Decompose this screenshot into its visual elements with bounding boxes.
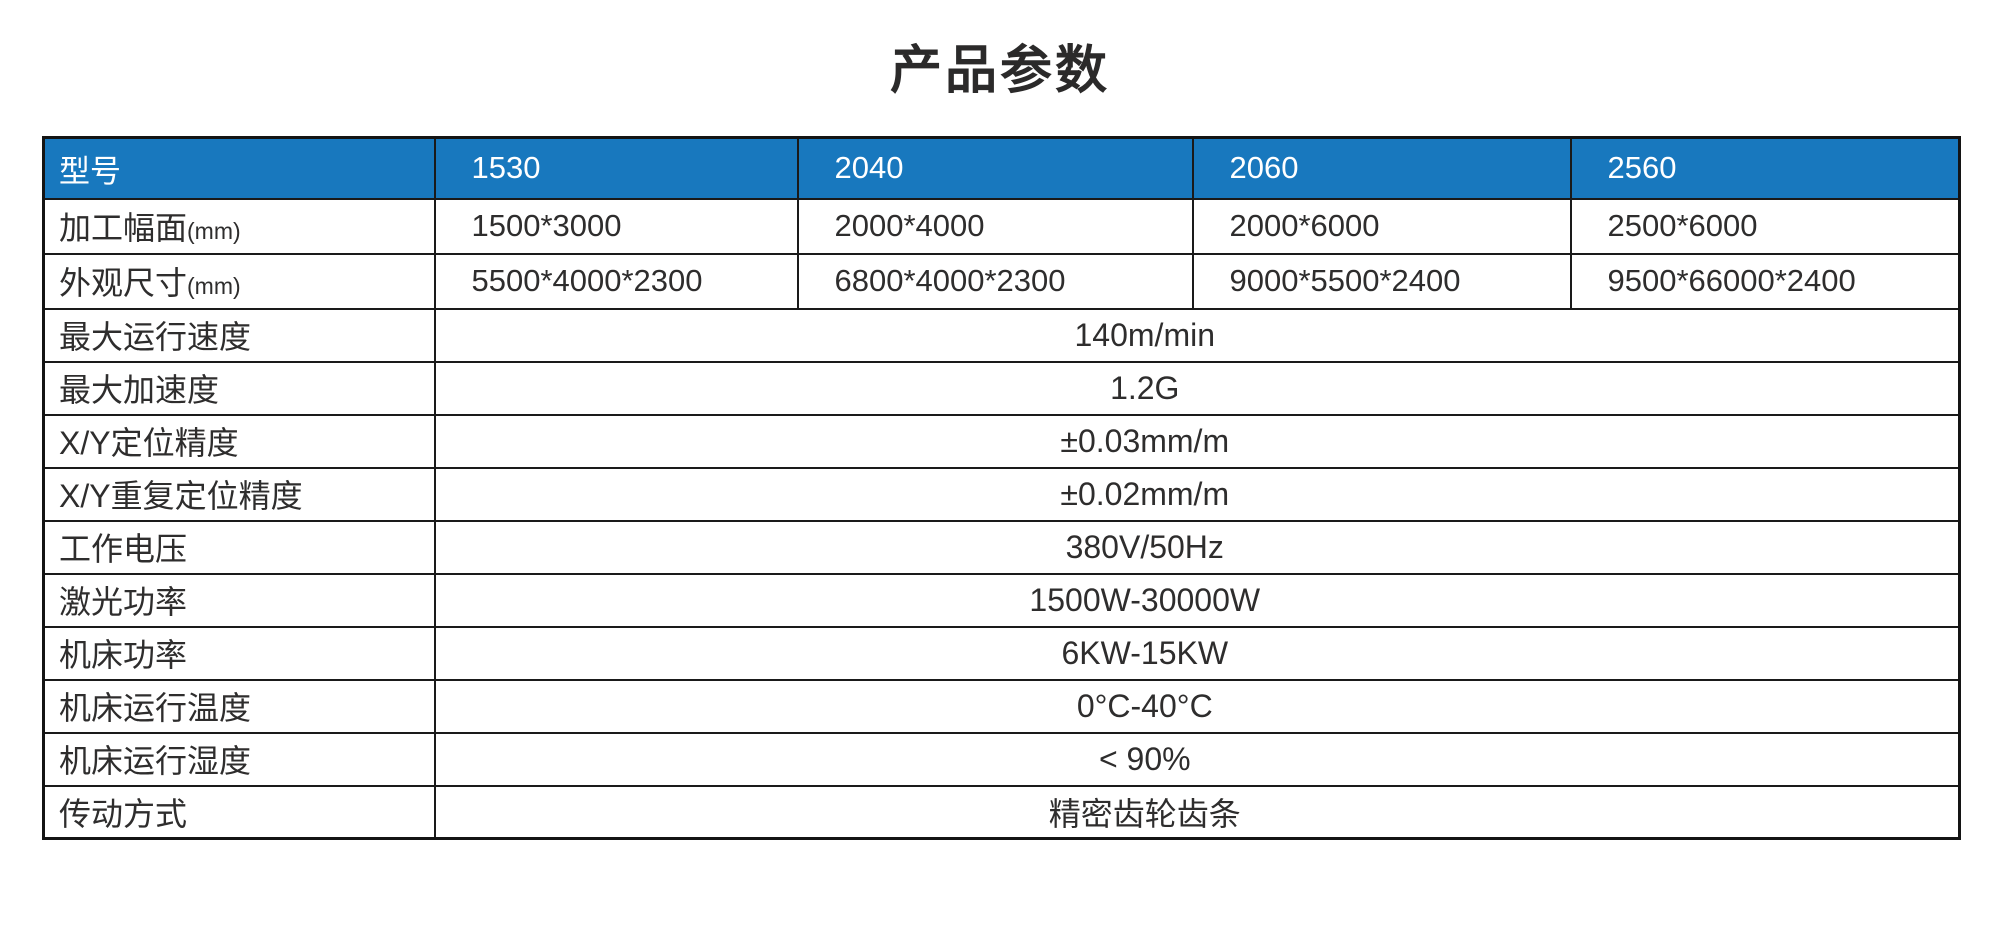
spec-value-cell: 5500*4000*2300 xyxy=(433,252,799,310)
row-label-text: 外观尺寸 xyxy=(59,265,188,301)
spec-value-cell: 1500*3000 xyxy=(433,197,799,255)
table-row-laser-power: 激光功率 1500W-30000W xyxy=(42,572,1961,628)
spec-merged-value: ±0.02mm/m xyxy=(433,466,1961,522)
spec-value-cell: 9000*5500*2400 xyxy=(1191,252,1572,310)
table-row-positioning-accuracy: X/Y定位精度 ±0.03mm/m xyxy=(42,413,1961,469)
row-label-repeat-positioning-accuracy: X/Y重复定位精度 xyxy=(42,466,436,522)
table-row-max-speed: 最大运行速度 140m/min xyxy=(42,307,1961,363)
spec-value-cell: 9500*66000*2400 xyxy=(1569,252,1961,310)
spec-merged-value: 6KW-15KW xyxy=(433,625,1961,681)
row-label-transmission-type: 传动方式 xyxy=(42,784,436,840)
spec-value-cell: 6800*4000*2300 xyxy=(796,252,1194,310)
row-label-working-area: 加工幅面(mm) xyxy=(42,197,436,255)
table-row-working-voltage: 工作电压 380V/50Hz xyxy=(42,519,1961,575)
row-label-max-acceleration: 最大加速度 xyxy=(42,360,436,416)
table-row-transmission-type: 传动方式 精密齿轮齿条 xyxy=(42,784,1961,840)
table-row-operating-temperature: 机床运行温度 0°C-40°C xyxy=(42,678,1961,734)
header-cell-model: 型号 xyxy=(42,136,436,200)
spec-value-cell: 2000*4000 xyxy=(796,197,1194,255)
row-label-working-voltage: 工作电压 xyxy=(42,519,436,575)
table-row-repeat-positioning-accuracy: X/Y重复定位精度 ±0.02mm/m xyxy=(42,466,1961,522)
spec-merged-value: ±0.03mm/m xyxy=(433,413,1961,469)
row-label-operating-humidity: 机床运行湿度 xyxy=(42,731,436,787)
table-row-dimensions: 外观尺寸(mm) 5500*4000*2300 6800*4000*2300 9… xyxy=(42,252,1961,310)
product-spec-table: 型号 1530 2040 2060 2560 加工幅面(mm) 1500*300… xyxy=(42,136,1961,840)
row-label-positioning-accuracy: X/Y定位精度 xyxy=(42,413,436,469)
table-row-working-area: 加工幅面(mm) 1500*3000 2000*4000 2000*6000 2… xyxy=(42,197,1961,255)
header-cell-2060: 2060 xyxy=(1191,136,1572,200)
row-label-operating-temperature: 机床运行温度 xyxy=(42,678,436,734)
table-row-machine-power: 机床功率 6KW-15KW xyxy=(42,625,1961,681)
row-label-laser-power: 激光功率 xyxy=(42,572,436,628)
header-cell-2040: 2040 xyxy=(796,136,1194,200)
spec-merged-value: 1500W-30000W xyxy=(433,572,1961,628)
header-cell-1530: 1530 xyxy=(433,136,799,200)
spec-merged-value: 140m/min xyxy=(433,307,1961,363)
table-header-row: 型号 1530 2040 2060 2560 xyxy=(42,136,1961,200)
spec-merged-value: 380V/50Hz xyxy=(433,519,1961,575)
row-label-unit: (mm) xyxy=(187,273,241,299)
spec-merged-value: < 90% xyxy=(433,731,1961,787)
spec-merged-value: 精密齿轮齿条 xyxy=(433,784,1961,840)
page-title: 产品参数 xyxy=(889,42,1110,100)
row-label-dimensions: 外观尺寸(mm) xyxy=(42,252,436,310)
spec-merged-value: 0°C-40°C xyxy=(433,678,1961,734)
row-label-machine-power: 机床功率 xyxy=(42,625,436,681)
table-row-operating-humidity: 机床运行湿度 < 90% xyxy=(42,731,1961,787)
row-label-unit: (mm) xyxy=(187,218,241,244)
spec-value-cell: 2000*6000 xyxy=(1191,197,1572,255)
row-label-text: 加工幅面 xyxy=(59,210,188,246)
table-row-max-acceleration: 最大加速度 1.2G xyxy=(42,360,1961,416)
spec-value-cell: 2500*6000 xyxy=(1569,197,1961,255)
header-cell-2560: 2560 xyxy=(1569,136,1961,200)
spec-merged-value: 1.2G xyxy=(433,360,1961,416)
row-label-max-speed: 最大运行速度 xyxy=(42,307,436,363)
